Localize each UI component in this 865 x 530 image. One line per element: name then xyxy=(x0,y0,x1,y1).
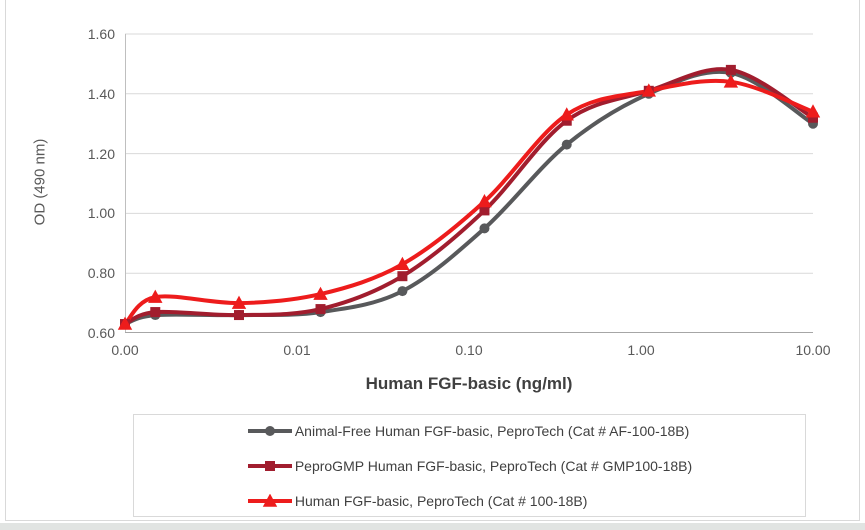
series-line-square xyxy=(123,67,815,326)
legend-marker-square xyxy=(247,460,292,471)
legend-marker-circle xyxy=(247,425,292,436)
y-axis-title: OD (490 nm) xyxy=(31,138,49,226)
legend-item-label: PeproGMP Human FGF-basic, PeproTech (Cat… xyxy=(294,457,693,474)
x-tick-label: 0.00 xyxy=(111,342,139,358)
y-tick-label: 1.20 xyxy=(87,145,115,162)
plot-area xyxy=(117,33,821,333)
data-point-triangle xyxy=(723,74,739,88)
data-point-square xyxy=(561,115,572,126)
data-point-square xyxy=(233,310,244,321)
legend: Animal-Free Human FGF-basic, PeproTech (… xyxy=(133,414,806,517)
y-tick-label: 0.60 xyxy=(87,325,115,341)
legend-item-label: Human FGF-basic, PeproTech (Cat # 100-18… xyxy=(294,492,588,509)
data-point-square xyxy=(397,271,408,282)
data-point-triangle xyxy=(805,104,821,118)
legend-item: Human FGF-basic, PeproTech (Cat # 100-18… xyxy=(247,483,588,518)
legend-rows: Animal-Free Human FGF-basic, PeproTech (… xyxy=(247,413,692,518)
bottom-strip xyxy=(0,523,865,530)
data-point-circle xyxy=(479,223,490,234)
data-point-square xyxy=(315,304,326,315)
data-point-square xyxy=(150,307,161,318)
data-point-square xyxy=(808,112,818,123)
data-point-triangle xyxy=(641,83,656,97)
x-tick-label: 0.01 xyxy=(283,342,311,358)
x-axis-title: Human FGF-basic (ng/ml) xyxy=(365,374,573,393)
legend-item: PeproGMP Human FGF-basic, PeproTech (Cat… xyxy=(247,448,692,483)
data-point-triangle xyxy=(262,493,278,507)
series-line-circle xyxy=(123,69,815,326)
x-tick-label: 1.00 xyxy=(627,342,655,358)
y-tick-label: 1.60 xyxy=(87,26,115,42)
data-point-square xyxy=(264,460,275,471)
data-point-circle xyxy=(561,139,572,150)
data-point-triangle xyxy=(148,289,163,303)
y-tick-label: 1.00 xyxy=(87,205,115,222)
series-line-triangle xyxy=(123,78,815,326)
data-point-triangle xyxy=(117,316,133,330)
y-tick-label: 1.40 xyxy=(87,85,115,102)
data-point-triangle xyxy=(231,295,247,309)
legend-marker-triangle xyxy=(247,493,292,507)
data-point-square xyxy=(479,205,490,216)
data-point-triangle xyxy=(395,256,410,270)
data-point-triangle xyxy=(559,107,574,121)
x-tick-label: 10.00 xyxy=(795,342,831,358)
x-tick-label: 0.10 xyxy=(455,342,483,358)
legend-item-label: Animal-Free Human FGF-basic, PeproTech (… xyxy=(294,422,690,439)
y-tick-label: 0.80 xyxy=(87,265,115,282)
data-point-square xyxy=(725,64,736,75)
data-point-triangle xyxy=(477,194,492,208)
data-point-circle xyxy=(397,286,408,297)
legend-item: Animal-Free Human FGF-basic, PeproTech (… xyxy=(247,413,689,448)
data-point-circle xyxy=(264,425,275,436)
data-point-triangle xyxy=(313,286,328,300)
